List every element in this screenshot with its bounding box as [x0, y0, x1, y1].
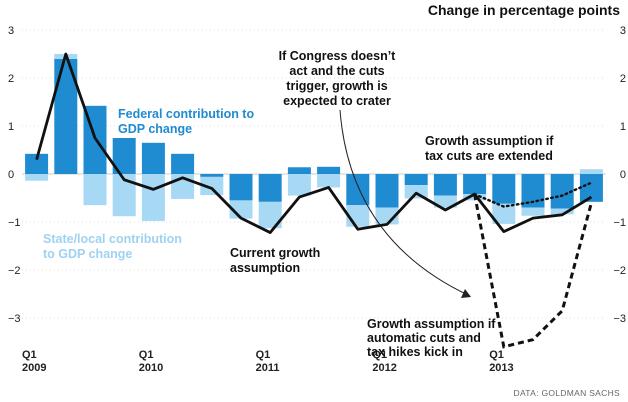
federal-bar — [229, 174, 253, 201]
state-local-bar — [317, 174, 341, 188]
state-local-bar — [550, 208, 574, 215]
x-tick-label: Q1 2012 — [372, 349, 396, 374]
federal-bar — [258, 174, 282, 202]
y-tick-label-left: 1 — [8, 121, 14, 133]
federal-bar — [200, 174, 224, 177]
state-local-bar — [200, 176, 224, 196]
x-tick-label: Q1 2009 — [22, 349, 46, 374]
federal-bar — [463, 174, 487, 195]
state-local-bar — [433, 195, 457, 208]
federal-bar — [54, 58, 78, 174]
federal-bar — [550, 174, 574, 209]
y-tick-label-left: 0 — [8, 169, 14, 181]
y-tick-label-left: 3 — [8, 25, 14, 37]
y-tick-label-right: 0 — [620, 169, 626, 181]
federal-bar — [375, 174, 399, 208]
annotation-federal: Federal contribution to GDP change — [118, 107, 254, 136]
federal-bar — [287, 167, 311, 174]
federal-bar — [404, 174, 428, 186]
y-tick-label-right: −1 — [613, 217, 626, 229]
federal-bar — [521, 174, 545, 208]
congress-leader-line — [339, 109, 471, 297]
y-tick-label-right: 1 — [620, 121, 626, 133]
x-tick-label: Q1 2013 — [489, 349, 513, 374]
state-local-bar — [112, 174, 136, 217]
y-tick-label-left: −3 — [8, 313, 21, 325]
y-tick-label-left: 2 — [8, 73, 14, 85]
state-local-bar — [83, 174, 107, 206]
tax-cuts-extended-line — [473, 181, 593, 208]
federal-bar — [25, 153, 49, 174]
y-tick-label-left: −2 — [8, 265, 21, 277]
chart-title: Change in percentage points — [428, 2, 620, 18]
state-local-bar — [287, 174, 311, 196]
federal-bar — [112, 138, 136, 174]
federal-bar — [346, 174, 370, 206]
annotation-state: State/local contribution to GDP change — [43, 232, 182, 261]
y-tick-label-right: 3 — [620, 25, 626, 37]
state-local-bar — [141, 174, 165, 222]
annotations: Federal contribution to GDP change State/l… — [43, 49, 554, 359]
state-local-bar — [579, 169, 603, 174]
source-note: DATA: GOLDMAN SACHS — [514, 388, 620, 398]
annotation-current: Current growth assumption — [230, 246, 320, 275]
federal-bar — [579, 174, 603, 202]
x-tick-label: Q1 2011 — [256, 349, 280, 374]
current-growth-line — [35, 52, 593, 234]
x-axis-ticks: Q1 2009 Q1 2010 Q1 2011 Q1 2012 Q1 2013 — [22, 349, 514, 374]
lines — [35, 52, 593, 349]
federal-bar — [171, 153, 195, 174]
y-tick-label-right: −3 — [613, 313, 626, 325]
federal-bar — [141, 142, 165, 174]
federal-bar — [492, 174, 516, 204]
x-tick-label: Q1 2010 — [139, 349, 163, 374]
state-local-bar — [25, 174, 49, 181]
state-local-bar — [492, 203, 516, 224]
annotation-taxcuts: Growth assumption if tax cuts are extende… — [425, 134, 554, 163]
annotation-congress: If Congress doesn’t act and the cuts trigg… — [279, 49, 397, 108]
y-tick-label-left: −1 — [8, 217, 21, 229]
y-tick-label-right: 2 — [620, 73, 626, 85]
annotation-automatic: Growth assumption if automatic cuts and ta… — [367, 317, 496, 359]
federal-bar — [317, 166, 341, 174]
state-local-bar — [258, 201, 282, 229]
automatic-cuts-line — [473, 193, 593, 349]
y-tick-label-right: −2 — [613, 265, 626, 277]
y-axis-ticks: 3 3 2 2 1 1 0 0 −1 −1 −2 −2 −3 −3 — [8, 25, 626, 325]
federal-bar — [433, 174, 457, 196]
congress-leader-arrowhead — [461, 289, 471, 298]
state-local-bar — [521, 207, 545, 216]
